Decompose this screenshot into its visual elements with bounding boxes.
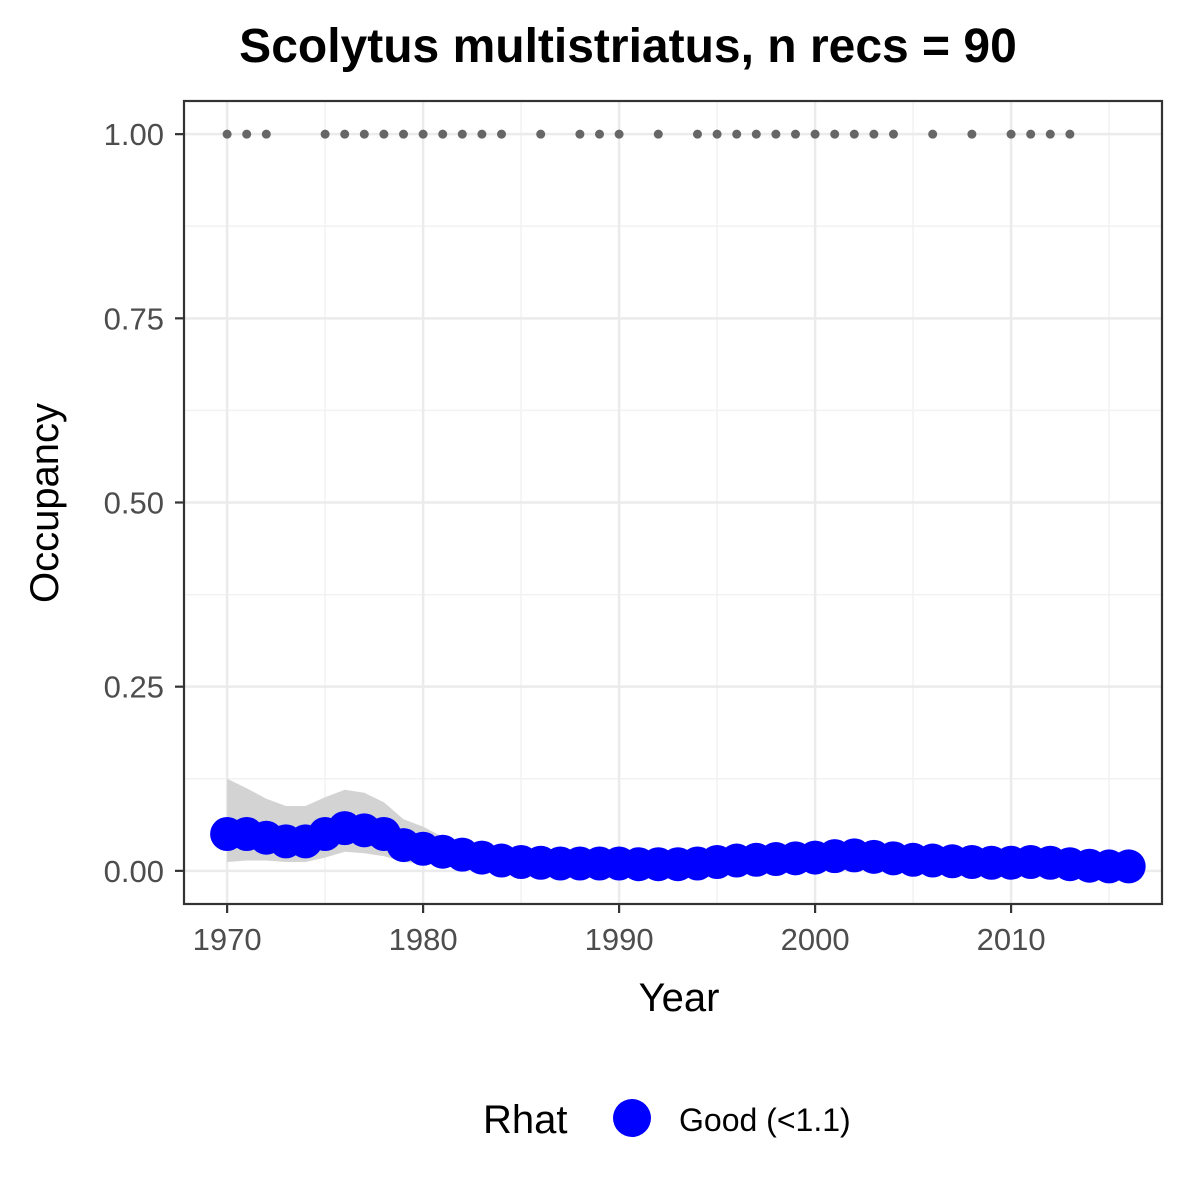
- y-axis-title: Occupancy: [23, 403, 67, 603]
- record-point: [457, 129, 467, 139]
- record-point: [849, 129, 859, 139]
- record-point: [810, 129, 820, 139]
- y-tick-label: 0.00: [104, 854, 164, 889]
- record-point: [261, 129, 271, 139]
- record-point: [418, 129, 428, 139]
- x-axis: 1970 1980 1990 2000 2010: [193, 904, 1046, 957]
- y-tick-label: 0.50: [104, 486, 164, 521]
- record-point: [928, 129, 938, 139]
- record-point: [497, 129, 507, 139]
- record-point: [1045, 129, 1055, 139]
- legend-key-good: [613, 1099, 651, 1137]
- record-point: [438, 129, 448, 139]
- record-point: [830, 129, 840, 139]
- record-points: [222, 129, 1075, 139]
- record-point: [712, 129, 722, 139]
- record-point: [732, 129, 742, 139]
- x-tick-label: 2010: [977, 922, 1046, 957]
- record-point: [536, 129, 546, 139]
- y-tick-label: 0.25: [104, 670, 164, 705]
- legend: Rhat Good (<1.1): [483, 1098, 851, 1142]
- record-point: [967, 129, 977, 139]
- estimate-point: [1111, 849, 1146, 884]
- record-point: [242, 129, 252, 139]
- record-point: [692, 129, 702, 139]
- chart-title: Scolytus multistriatus, n recs = 90: [239, 20, 1017, 73]
- record-point: [399, 129, 409, 139]
- record-point: [222, 129, 232, 139]
- y-axis: 0.00 0.25 0.50 0.75 1.00: [104, 117, 184, 889]
- record-point: [771, 129, 781, 139]
- record-point: [477, 129, 487, 139]
- record-point: [340, 129, 350, 139]
- record-point: [575, 129, 585, 139]
- legend-title: Rhat: [483, 1098, 568, 1142]
- x-tick-label: 1970: [193, 922, 262, 957]
- record-point: [653, 129, 663, 139]
- x-tick-label: 2000: [781, 922, 850, 957]
- record-point: [1026, 129, 1036, 139]
- record-point: [1065, 129, 1075, 139]
- record-point: [359, 129, 369, 139]
- y-tick-label: 1.00: [104, 117, 164, 152]
- record-point: [888, 129, 898, 139]
- record-point: [595, 129, 605, 139]
- record-point: [790, 129, 800, 139]
- record-point: [869, 129, 879, 139]
- x-axis-title: Year: [639, 976, 720, 1020]
- x-tick-label: 1990: [585, 922, 654, 957]
- record-point: [1006, 129, 1016, 139]
- y-tick-label: 0.75: [104, 301, 164, 336]
- record-point: [379, 129, 389, 139]
- record-point: [320, 129, 330, 139]
- record-point: [614, 129, 624, 139]
- record-point: [751, 129, 761, 139]
- estimate-points: [210, 811, 1146, 884]
- x-tick-label: 1980: [389, 922, 458, 957]
- legend-label-good: Good (<1.1): [679, 1102, 851, 1138]
